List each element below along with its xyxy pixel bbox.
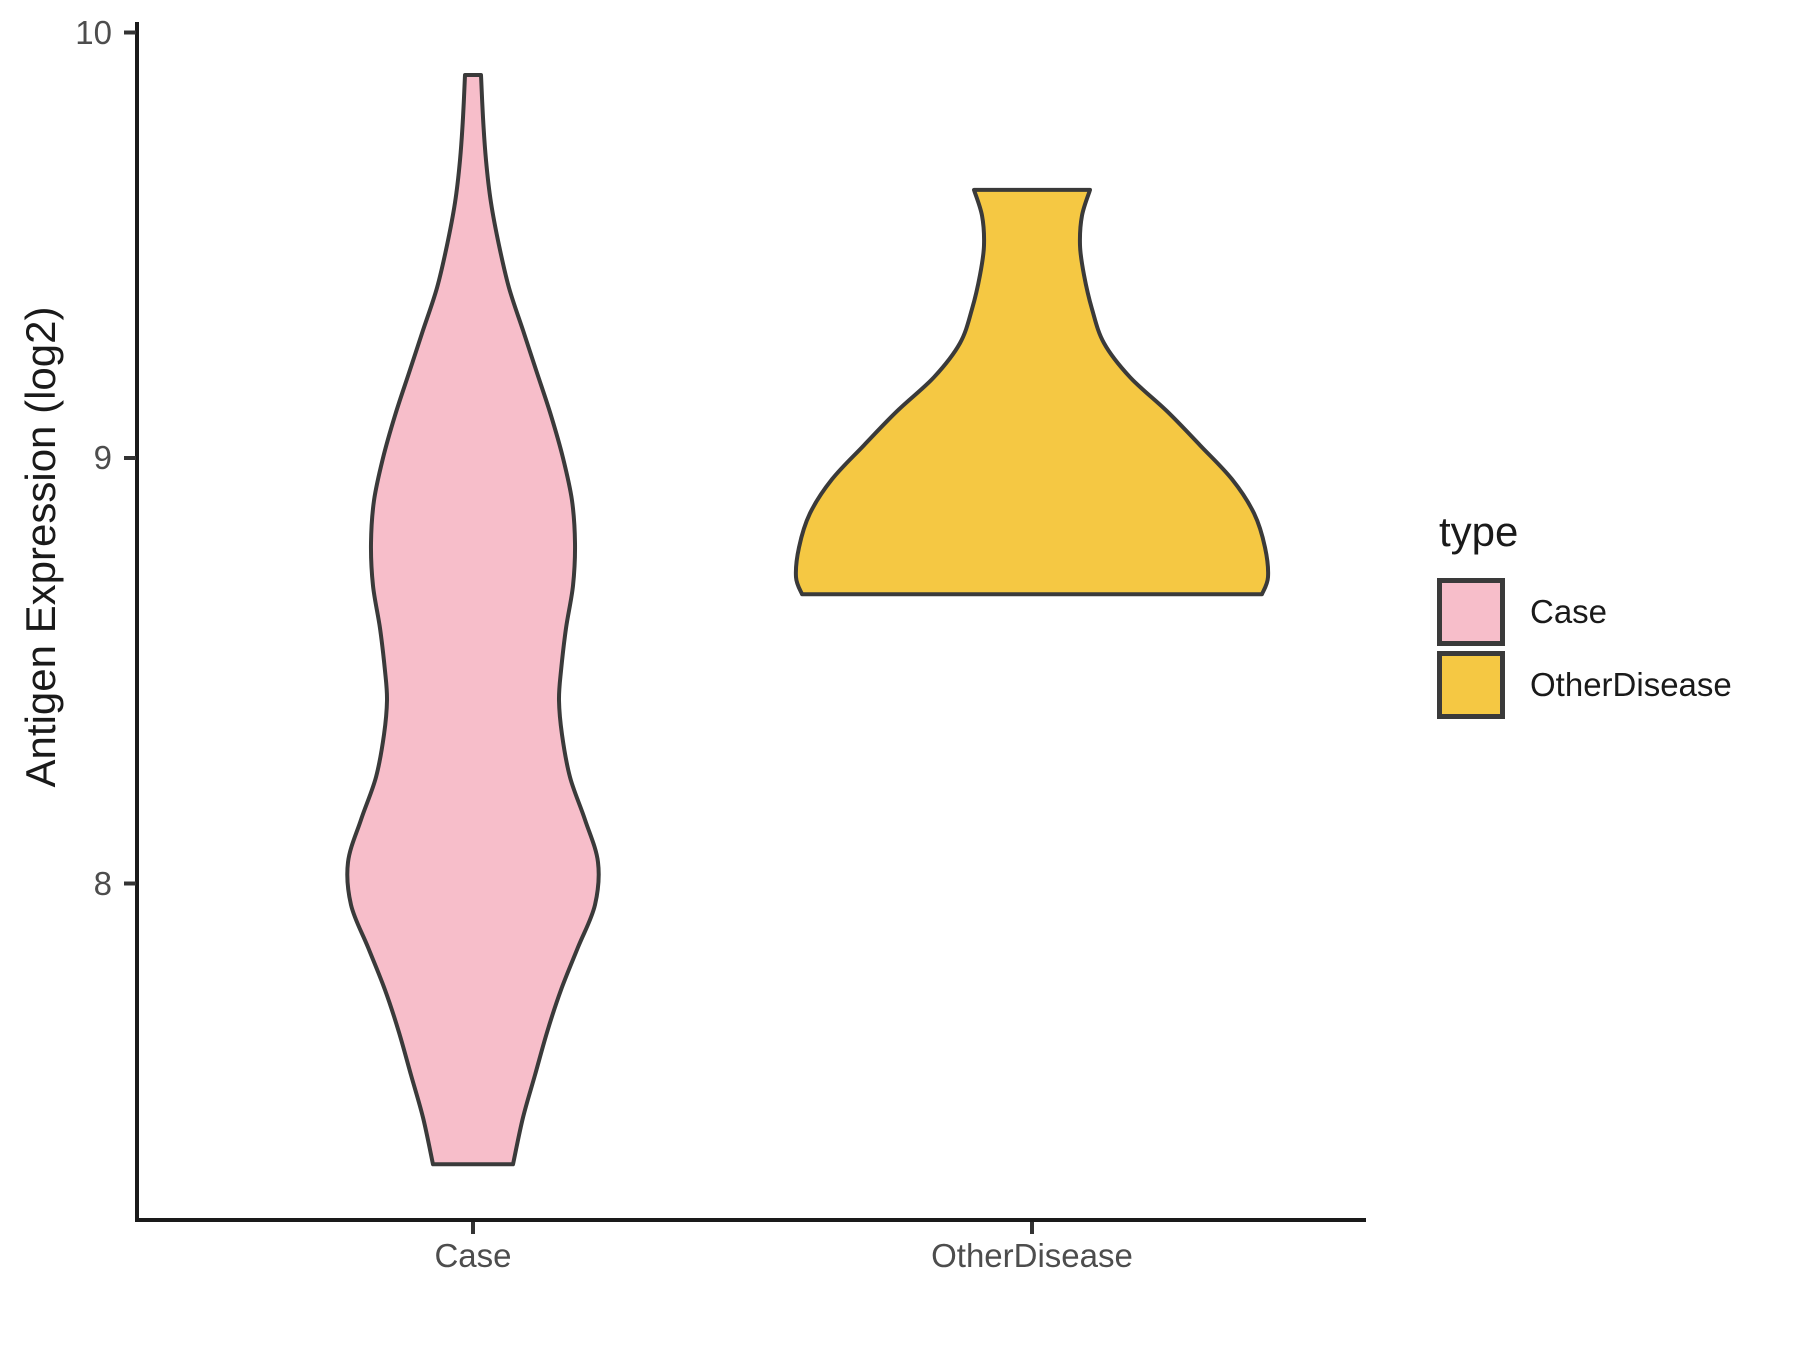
y-axis-title: Antigen Expression (log2)	[17, 306, 64, 788]
y-tick-label-10: 10	[75, 13, 112, 51]
x-axis-label-case: Case	[434, 1237, 512, 1274]
violin-case	[345, 73, 601, 1167]
legend-title: type	[1439, 508, 1519, 555]
legend: type Case OtherDisease	[1437, 508, 1732, 724]
x-axis-label-otherdisease: OtherDisease	[931, 1237, 1133, 1274]
legend-swatch-case-icon	[1437, 578, 1505, 646]
legend-label-case: Case	[1530, 593, 1608, 630]
legend-label-otherdisease: OtherDisease	[1530, 666, 1732, 703]
legend-key-case: Case	[1437, 578, 1732, 646]
y-tick-label-8: 8	[93, 864, 112, 902]
y-tick-label-9: 9	[93, 439, 112, 476]
violin-otherdisease	[793, 187, 1271, 597]
legend-key-otherdisease: OtherDisease	[1437, 651, 1732, 719]
legend-swatch-otherdisease-icon	[1437, 651, 1505, 719]
